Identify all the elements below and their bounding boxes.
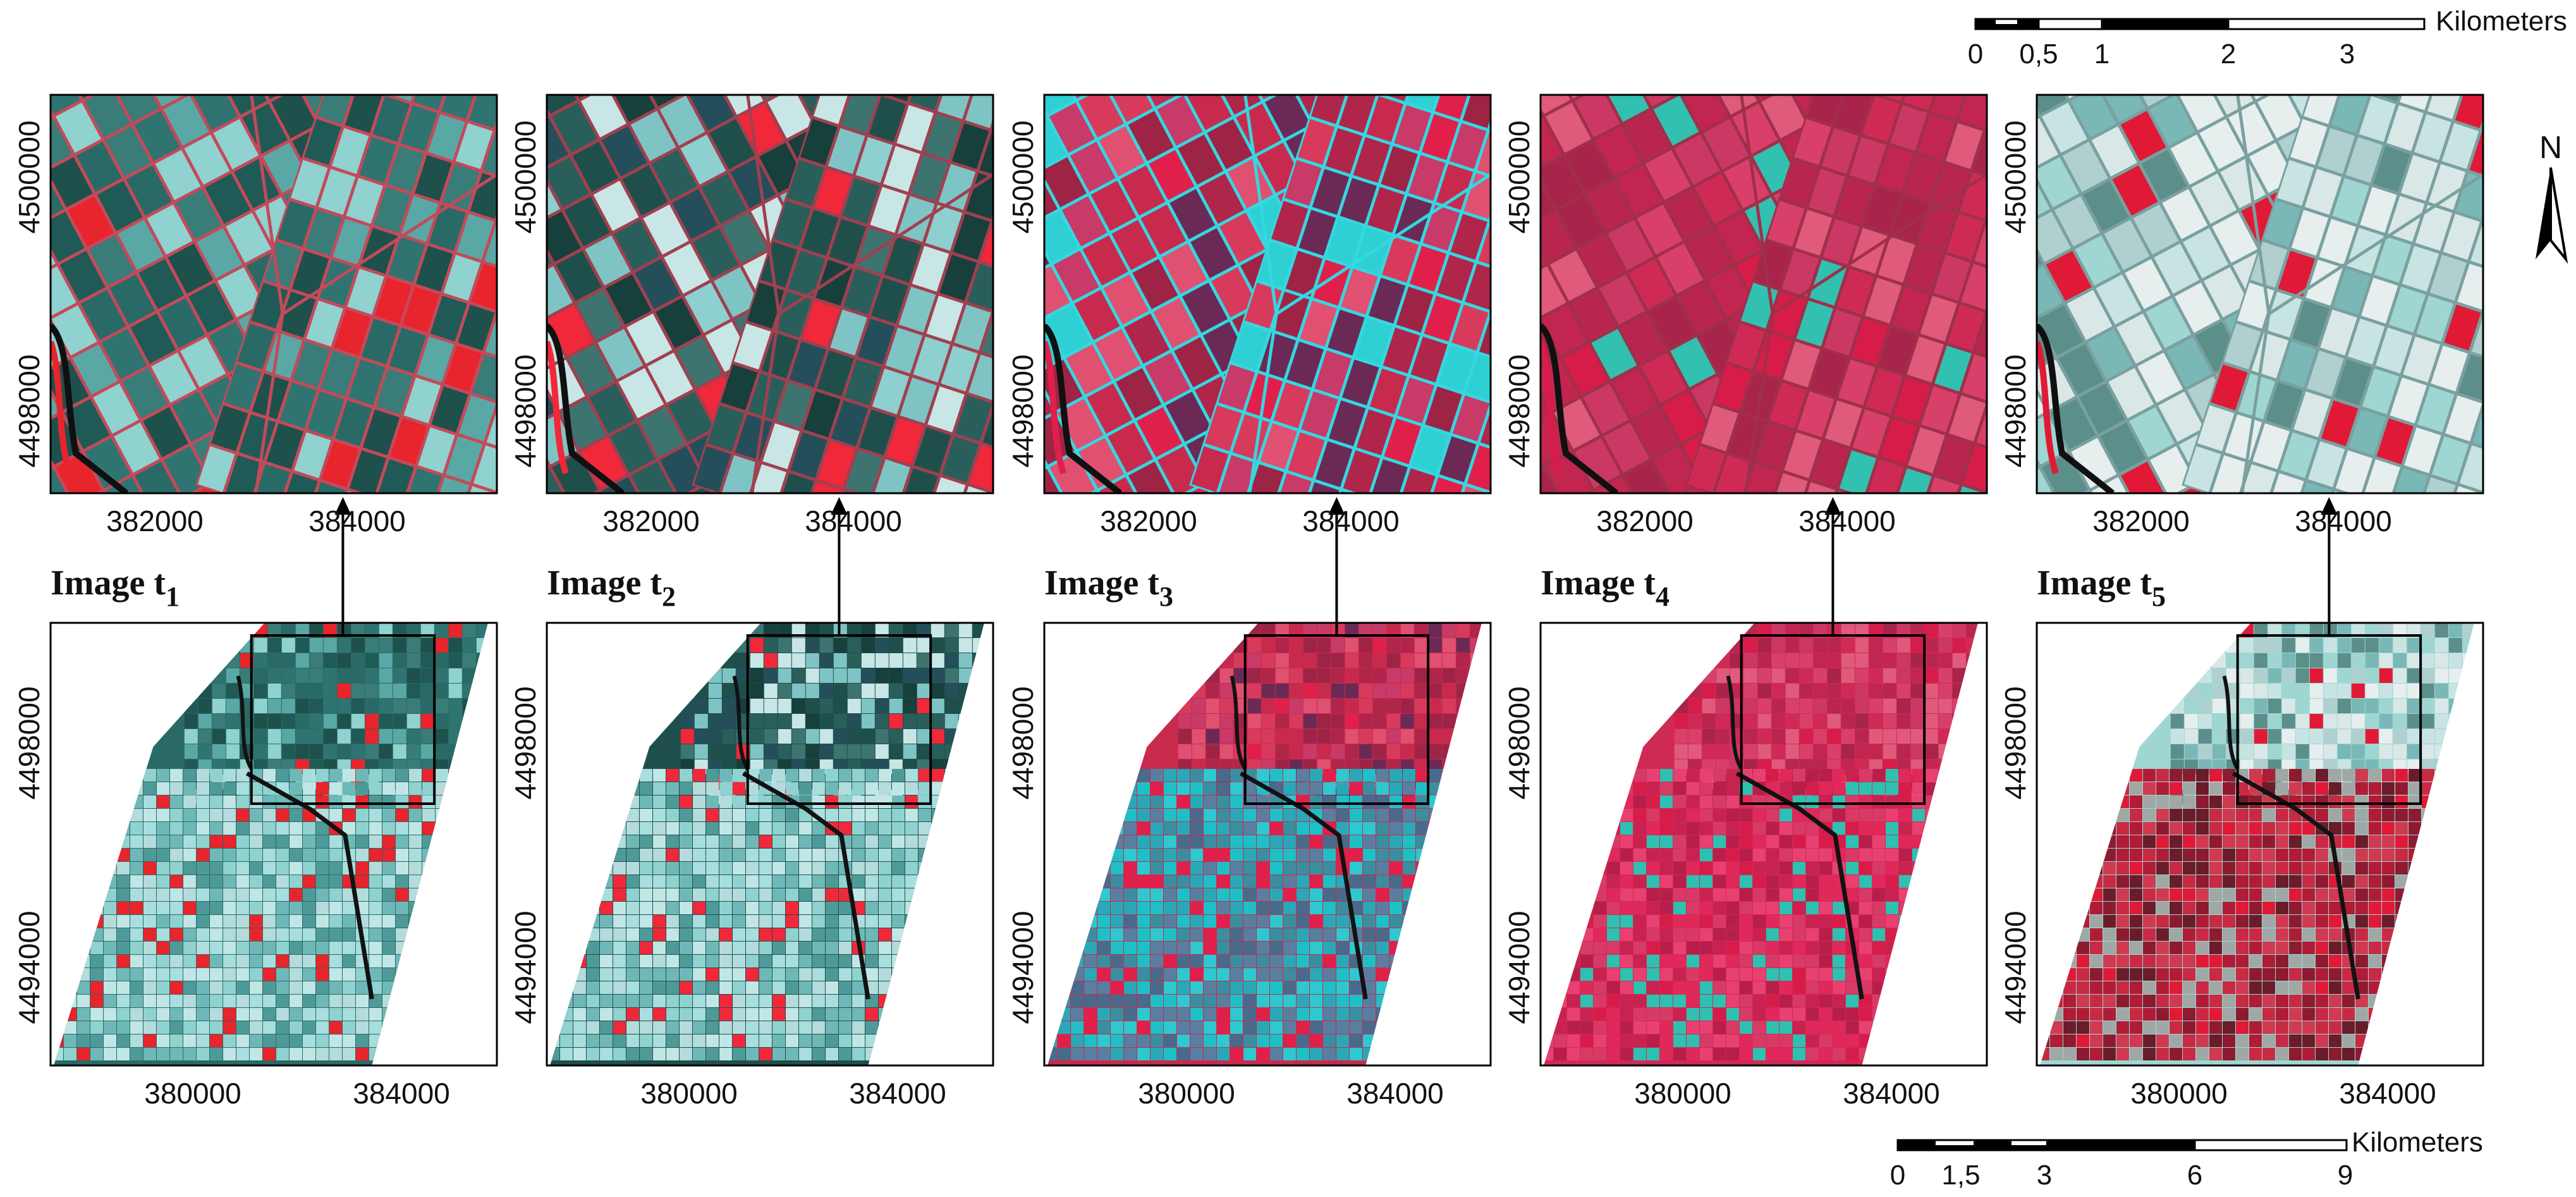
scale-bottom-label-1: 1,5 [1941, 1160, 1980, 1191]
zoom-y-tick-5-0: 4500000 [1999, 120, 2032, 233]
link-arrowhead-1 [334, 497, 351, 515]
scale-bottom-unit: Kilometers [2352, 1127, 2483, 1158]
full-frame-3 [1043, 622, 1492, 1067]
zoom-image-3 [1044, 95, 1491, 493]
scale-top-label-2: 1 [2094, 39, 2109, 70]
scale-top-label-0: 0 [1968, 39, 1983, 70]
scale-bottom-label-2: 3 [2037, 1160, 2052, 1191]
full-frame-4 [1539, 622, 1988, 1067]
link-arrowhead-2 [831, 497, 848, 515]
full-x-tick-4-0: 380000 [1634, 1077, 1731, 1110]
scale-top-label-3: 2 [2221, 39, 2236, 70]
full-frame-2 [546, 622, 994, 1067]
link-arrowhead-5 [2321, 497, 2338, 515]
zoom-y-tick-3-1: 4498000 [1006, 354, 1039, 467]
panel-title-1: Image t1 [51, 563, 180, 612]
full-x-tick-5-1: 384000 [2339, 1077, 2436, 1110]
zoom-x-tick-1-1: 384000 [308, 505, 406, 537]
zoom-y-tick-1-1: 4498000 [13, 354, 46, 467]
zoom-y-tick-3-0: 4500000 [1006, 120, 1039, 233]
zoom-y-tick-2-0: 4500000 [509, 120, 542, 233]
full-x-tick-3-1: 384000 [1346, 1077, 1444, 1110]
scale-bar-top: Kilometers 0 0,5 1 2 3 [1968, 6, 2567, 70]
full-y-tick-2-0: 4498000 [509, 686, 542, 799]
north-label: N [2539, 130, 2562, 165]
zoom-frame-2 [546, 94, 994, 494]
zoom-y-tick-4-0: 4500000 [1503, 120, 1535, 233]
zoom-x-tick-4-1: 384000 [1798, 505, 1896, 537]
full-y-tick-3-0: 4498000 [1006, 686, 1039, 799]
zoom-x-tick-5-1: 384000 [2295, 505, 2392, 537]
zoom-x-tick-3-1: 384000 [1302, 505, 1400, 537]
full-y-tick-4-0: 4498000 [1503, 686, 1535, 799]
full-y-tick-1-1: 4494000 [13, 911, 46, 1024]
full-x-tick-4-1: 384000 [1843, 1077, 1940, 1110]
scale-top-label-4: 3 [2340, 39, 2355, 70]
full-y-tick-2-1: 4494000 [509, 911, 542, 1024]
zoom-frame-1 [49, 94, 498, 494]
zoom-x-tick-3-0: 382000 [1100, 505, 1197, 537]
link-arrowhead-4 [1824, 497, 1841, 515]
panel-title-2: Image t2 [547, 563, 676, 612]
full-x-tick-2-1: 384000 [849, 1077, 946, 1110]
panel-title-5: Image t5 [2037, 563, 2166, 612]
zoom-frame-3 [1043, 94, 1492, 494]
zoom-x-tick-1-0: 382000 [106, 505, 204, 537]
scale-top-label-1: 0,5 [2019, 39, 2058, 70]
zoom-image-5 [2037, 95, 2483, 493]
full-frame-1 [49, 622, 498, 1067]
full-y-tick-5-0: 4498000 [1999, 686, 2032, 799]
scale-bottom-label-4: 9 [2338, 1160, 2353, 1191]
full-y-tick-3-1: 4494000 [1006, 911, 1039, 1024]
full-x-tick-1-1: 384000 [353, 1077, 450, 1110]
zoom-x-tick-5-0: 382000 [2092, 505, 2190, 537]
full-y-tick-5-1: 4494000 [1999, 911, 2032, 1024]
scale-bottom-label-3: 6 [2187, 1160, 2202, 1191]
scale-bottom-label-0: 0 [1890, 1160, 1905, 1191]
zoom-frame-4 [1539, 94, 1988, 494]
zoom-y-tick-2-1: 4498000 [509, 354, 542, 467]
full-frame-5 [2036, 622, 2484, 1067]
full-x-tick-2-0: 380000 [640, 1077, 738, 1110]
full-x-tick-3-0: 380000 [1138, 1077, 1235, 1110]
full-x-tick-1-0: 380000 [144, 1077, 241, 1110]
link-arrowhead-3 [1328, 497, 1345, 515]
full-y-tick-1-0: 4498000 [13, 686, 46, 799]
zoom-image-2 [547, 95, 993, 493]
zoom-y-tick-4-1: 4498000 [1503, 354, 1535, 467]
zoom-y-tick-1-0: 4500000 [13, 120, 46, 233]
zoom-x-tick-2-0: 382000 [602, 505, 700, 537]
zoom-x-tick-4-0: 382000 [1596, 505, 1694, 537]
panel-1: 382000 384000 4500000 4498000 380000 384000 44… [13, 94, 498, 1110]
panel-title-3: Image t3 [1044, 563, 1173, 612]
zoom-image-4 [1541, 95, 1987, 493]
zoom-frame-5 [2036, 94, 2484, 494]
full-x-tick-5-0: 380000 [2130, 1077, 2228, 1110]
zoom-x-tick-2-1: 384000 [805, 505, 902, 537]
scale-bar-bottom: Kilometers 0 1,5 3 6 9 [1890, 1127, 2483, 1191]
scale-top-unit: Kilometers [2436, 6, 2567, 37]
panel-title-4: Image t4 [1541, 563, 1670, 612]
full-y-tick-4-1: 4494000 [1503, 911, 1535, 1024]
north-arrow: N [2536, 130, 2568, 264]
zoom-y-tick-5-1: 4498000 [1999, 354, 2032, 467]
